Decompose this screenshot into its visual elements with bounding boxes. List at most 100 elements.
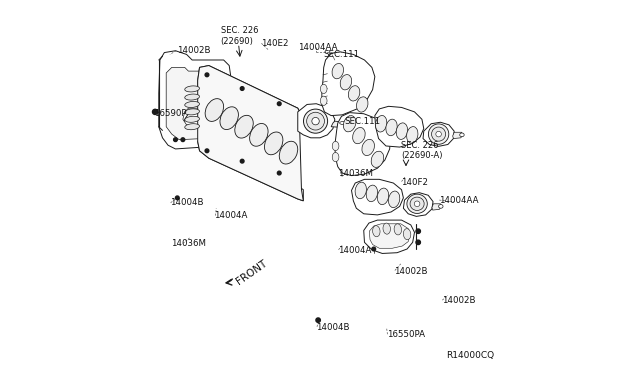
Text: 14004AA: 14004AA — [438, 196, 478, 205]
Circle shape — [175, 196, 179, 200]
Text: FRONT: FRONT — [234, 258, 269, 286]
Ellipse shape — [362, 140, 374, 155]
Ellipse shape — [348, 86, 360, 101]
Text: SEC. 226
(22690-A): SEC. 226 (22690-A) — [401, 141, 442, 160]
Polygon shape — [322, 52, 375, 116]
Text: 140F2: 140F2 — [401, 178, 428, 187]
Polygon shape — [369, 224, 410, 248]
Polygon shape — [423, 122, 454, 146]
Ellipse shape — [332, 153, 339, 162]
Ellipse shape — [264, 132, 283, 155]
Circle shape — [316, 318, 321, 323]
Circle shape — [277, 171, 281, 175]
Polygon shape — [403, 193, 433, 217]
Text: 14004B: 14004B — [170, 198, 204, 207]
Text: 14004A: 14004A — [338, 246, 371, 255]
Ellipse shape — [307, 112, 324, 130]
Ellipse shape — [383, 223, 390, 234]
Text: 140E2: 140E2 — [262, 39, 289, 48]
Circle shape — [173, 138, 177, 141]
Ellipse shape — [414, 201, 420, 206]
Ellipse shape — [279, 141, 298, 164]
Ellipse shape — [460, 133, 464, 137]
Ellipse shape — [185, 109, 200, 115]
Text: SEC.111: SEC.111 — [344, 117, 380, 126]
Ellipse shape — [321, 84, 327, 93]
Ellipse shape — [220, 107, 239, 129]
Ellipse shape — [386, 119, 397, 136]
Ellipse shape — [378, 188, 388, 205]
Text: 14002B: 14002B — [177, 46, 211, 55]
Ellipse shape — [340, 74, 351, 90]
Ellipse shape — [431, 127, 445, 141]
Text: 14004B: 14004B — [316, 323, 350, 332]
Text: 14004A: 14004A — [214, 211, 248, 220]
Polygon shape — [375, 106, 424, 147]
Text: SEC.111: SEC.111 — [324, 50, 360, 59]
Ellipse shape — [394, 224, 401, 235]
Text: 14036M: 14036M — [338, 169, 372, 177]
Ellipse shape — [366, 185, 378, 202]
Polygon shape — [166, 67, 222, 140]
Text: 14036M: 14036M — [171, 239, 206, 248]
Circle shape — [240, 87, 244, 90]
Ellipse shape — [356, 97, 368, 112]
Polygon shape — [298, 104, 335, 138]
Ellipse shape — [332, 64, 344, 79]
Ellipse shape — [340, 122, 346, 125]
Ellipse shape — [332, 141, 339, 151]
Polygon shape — [198, 140, 303, 201]
Ellipse shape — [376, 115, 387, 132]
Ellipse shape — [396, 123, 408, 140]
Ellipse shape — [312, 118, 319, 125]
Polygon shape — [432, 204, 442, 210]
Polygon shape — [159, 51, 231, 149]
Circle shape — [240, 159, 244, 163]
Ellipse shape — [403, 229, 411, 240]
Ellipse shape — [436, 131, 442, 137]
Ellipse shape — [371, 151, 384, 167]
Ellipse shape — [353, 128, 365, 144]
Polygon shape — [198, 65, 301, 132]
Polygon shape — [335, 113, 390, 176]
Text: SEC. 226
(22690): SEC. 226 (22690) — [221, 26, 258, 46]
Ellipse shape — [407, 194, 428, 214]
Text: R14000CQ: R14000CQ — [446, 351, 494, 360]
Ellipse shape — [250, 124, 268, 146]
Ellipse shape — [388, 191, 400, 208]
Text: 16590P: 16590P — [154, 109, 186, 118]
Ellipse shape — [185, 116, 200, 122]
Polygon shape — [364, 220, 415, 253]
Circle shape — [181, 138, 185, 141]
Ellipse shape — [438, 205, 443, 208]
Circle shape — [277, 102, 281, 106]
Ellipse shape — [185, 94, 200, 100]
Ellipse shape — [185, 102, 200, 108]
Polygon shape — [351, 179, 403, 215]
Ellipse shape — [410, 197, 424, 211]
Ellipse shape — [406, 126, 418, 143]
Circle shape — [416, 229, 420, 234]
Text: 16550PA: 16550PA — [387, 330, 425, 340]
Circle shape — [205, 149, 209, 153]
Ellipse shape — [321, 96, 327, 105]
Circle shape — [152, 109, 157, 115]
Text: 14002B: 14002B — [394, 267, 428, 276]
Ellipse shape — [185, 86, 200, 92]
Text: 14004AA: 14004AA — [298, 42, 337, 51]
Ellipse shape — [185, 124, 200, 130]
Ellipse shape — [372, 226, 380, 237]
Circle shape — [372, 247, 376, 251]
Polygon shape — [331, 121, 345, 128]
Ellipse shape — [355, 182, 367, 199]
Ellipse shape — [205, 99, 223, 121]
Polygon shape — [198, 65, 303, 201]
Ellipse shape — [235, 115, 253, 138]
Ellipse shape — [344, 116, 356, 132]
Circle shape — [416, 240, 420, 244]
Text: 14002B: 14002B — [442, 296, 475, 305]
Circle shape — [205, 73, 209, 77]
Polygon shape — [452, 132, 463, 138]
Ellipse shape — [428, 124, 449, 144]
Ellipse shape — [303, 109, 328, 133]
